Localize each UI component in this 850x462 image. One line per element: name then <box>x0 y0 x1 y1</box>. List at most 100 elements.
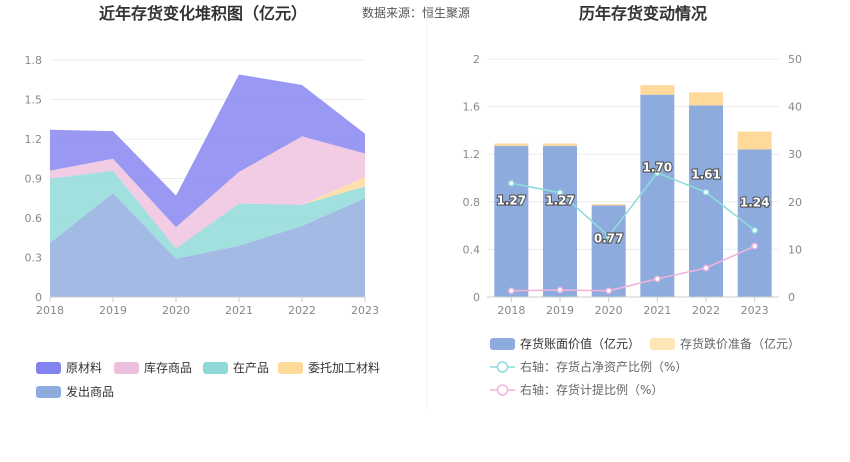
provision-bar <box>591 204 626 206</box>
left-legend-swatch <box>278 362 303 374</box>
left-y-tick-label: 0.9 <box>25 173 43 186</box>
left-legend-item[interactable]: 发出商品 <box>36 384 114 399</box>
right-y2-tick-label: 10 <box>788 243 802 256</box>
right-lines: 1.27 1.27 0.77 1.70 1.61 1.24 <box>495 159 771 295</box>
left-x-tick-label: 2022 <box>288 304 316 317</box>
line-point-0 <box>556 189 564 197</box>
area-layer-0 <box>50 193 365 297</box>
right-legend-marker <box>496 361 509 373</box>
left-legend-swatch <box>203 362 228 374</box>
provision-bar <box>494 143 529 146</box>
right-legend-label: 存货账面价值（亿元） <box>520 336 640 351</box>
line-point-1 <box>702 264 710 272</box>
provision-bar <box>689 92 723 106</box>
right-legend-item[interactable]: 存货跌价准备（亿元） <box>650 336 800 351</box>
left-x-tick-label: 2020 <box>162 304 190 317</box>
book-value-bar <box>737 149 772 297</box>
line-point-0 <box>751 227 759 234</box>
bar-value-label: 1.61 <box>691 167 721 181</box>
right-y-tick-label: 0.8 <box>463 196 481 209</box>
area-layer-4 <box>50 74 365 228</box>
right-chart-title: 历年存货变动情况 <box>579 4 707 23</box>
left-legend-label: 委托加工材料 <box>308 361 380 375</box>
left-legend-swatch <box>36 362 61 374</box>
bar-value-label: 1.24 <box>740 196 770 210</box>
right-y2-tick-label: 30 <box>788 148 802 161</box>
right-legend-marker <box>496 384 509 396</box>
book-value-bar <box>591 205 626 297</box>
line-point-1 <box>605 287 613 295</box>
right-x-tick-label: 2021 <box>643 304 671 317</box>
right-y2-tick-label: 40 <box>788 101 802 114</box>
left-y-tick-label: 0.6 <box>25 212 43 225</box>
line-point-0 <box>653 169 661 177</box>
left-y-tick-label: 0.3 <box>25 252 43 265</box>
left-y-tick-label: 0 <box>35 291 42 304</box>
left-x-tick-label: 2021 <box>225 304 253 317</box>
line-point-1 <box>556 286 564 294</box>
right-y-tick-label: 0.4 <box>463 243 481 256</box>
right-y-tick-label: 1.2 <box>463 148 481 161</box>
line-point-1 <box>507 287 515 295</box>
area-layer-1 <box>50 170 365 259</box>
right-legend-item[interactable]: 右轴：存货占净资产比例（%） <box>490 359 687 374</box>
line-series-0 <box>511 171 756 238</box>
data-source-label: 数据来源：恒生聚源 <box>362 5 470 20</box>
right-x-tick-label: 2018 <box>497 304 525 317</box>
right-y2-tick-label: 20 <box>788 196 802 209</box>
left-legend-item[interactable]: 原材料 <box>36 361 102 375</box>
left-legend-swatch <box>36 386 61 398</box>
right-y-tick-label: 1.6 <box>463 101 481 114</box>
provision-bar <box>737 131 772 150</box>
left-legend-item[interactable]: 在产品 <box>203 361 269 375</box>
area-layer-3 <box>50 136 365 249</box>
right-y2-tick-label: 50 <box>788 53 802 66</box>
right-legend-label: 存货跌价准备（亿元） <box>680 336 800 351</box>
left-axis: 0 0.3 0.6 0.9 1.2 1.5 1.8 2018 2019 2020 2021 2022 2… <box>25 54 380 317</box>
right-legend-swatch <box>490 338 515 350</box>
right-y2-tick-label: 0 <box>788 291 795 304</box>
left-legend-item[interactable]: 委托加工材料 <box>278 361 380 375</box>
line-point-0 <box>702 188 710 196</box>
left-y-tick-label: 1.5 <box>25 94 43 107</box>
right-x-tick-label: 2019 <box>546 304 574 317</box>
bar-value-label: 1.27 <box>545 193 575 207</box>
line-series-1 <box>511 245 756 292</box>
line-point-1 <box>653 275 661 283</box>
line-point-0 <box>605 232 613 240</box>
left-legend-item[interactable]: 库存商品 <box>114 360 192 375</box>
provision-bar <box>640 85 675 95</box>
book-value-bar <box>640 94 675 297</box>
right-legend[interactable]: 存货账面价值（亿元） 存货跌价准备（亿元） 右轴：存货占净资产比例（%） 右轴：存货计… <box>490 336 800 397</box>
left-legend-label: 在产品 <box>233 361 269 375</box>
left-legend-label: 原材料 <box>66 361 102 375</box>
left-x-tick-label: 2023 <box>351 304 379 317</box>
left-x-tick-label: 2019 <box>99 304 127 317</box>
bar-value-label: 1.27 <box>497 193 527 207</box>
line-point-0 <box>507 179 515 187</box>
right-y-tick-label: 2 <box>473 53 480 66</box>
right-legend-label: 右轴：存货计提比例（%） <box>520 382 663 397</box>
book-value-bar <box>543 145 577 297</box>
left-legend-label: 发出商品 <box>66 384 114 399</box>
left-x-tick-label: 2018 <box>36 304 64 317</box>
right-legend-item[interactable]: 存货账面价值（亿元） <box>490 336 640 351</box>
right-grid <box>487 58 779 298</box>
provision-bar <box>543 143 577 146</box>
left-chart-title: 近年存货变化堆积图（亿元） <box>99 4 307 23</box>
bar-value-label: 1.70 <box>643 161 673 175</box>
book-value-bar <box>494 145 529 297</box>
right-legend-swatch <box>650 338 675 350</box>
left-y-tick-label: 1.2 <box>25 133 43 146</box>
left-area-layers <box>50 74 365 297</box>
right-legend-label: 右轴：存货占净资产比例（%） <box>520 359 687 374</box>
right-bars <box>494 85 772 297</box>
right-legend-item[interactable]: 右轴：存货计提比例（%） <box>490 382 663 397</box>
bar-value-label: 0.77 <box>594 231 624 245</box>
right-y-tick-label: 0 <box>473 291 480 304</box>
left-y-tick-label: 1.8 <box>25 54 43 67</box>
